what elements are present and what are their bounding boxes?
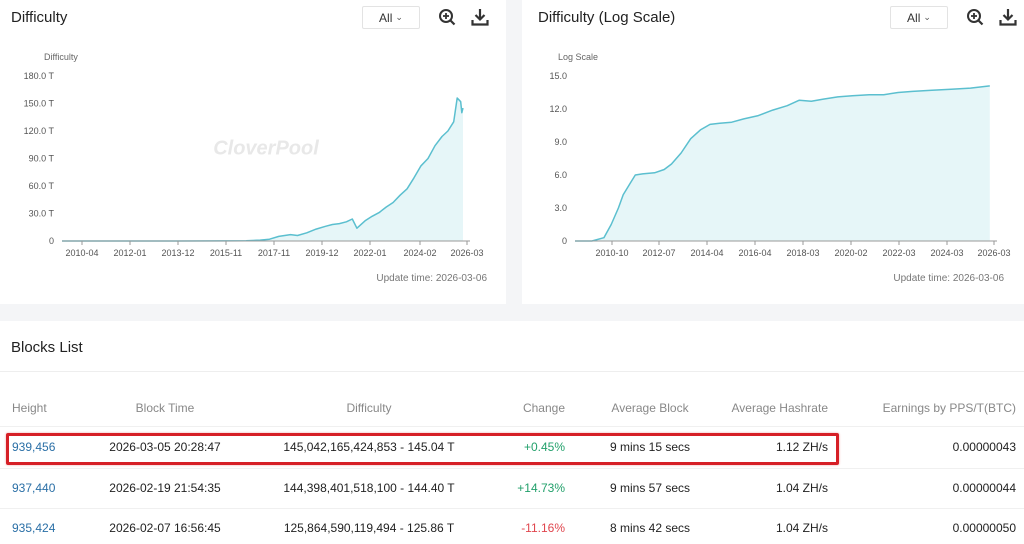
difficulty-log-chart: Log Scale03.06.09.012.015.0CloverPool201… bbox=[549, 52, 1010, 258]
y-tick-label: 150.0 T bbox=[24, 99, 55, 109]
blocks-list-card: Blocks List Height Block Time Difficulty… bbox=[0, 321, 1024, 544]
average-hashrate: 1.04 ZH/s bbox=[775, 481, 828, 495]
chevron-down-icon: ⌄ bbox=[923, 12, 931, 22]
block-height-link[interactable]: 935,424 bbox=[12, 521, 56, 535]
block-height-link[interactable]: 937,440 bbox=[12, 481, 56, 495]
series-line bbox=[575, 85, 990, 242]
range-select-value: All bbox=[907, 10, 921, 25]
average-hashrate: 1.12 ZH/s bbox=[775, 440, 828, 454]
y-tick-label: 0 bbox=[49, 236, 54, 246]
average-block-time: 9 mins 57 secs bbox=[609, 481, 691, 495]
y-tick-label: 6.0 bbox=[554, 170, 567, 180]
y-tick-label: 120.0 T bbox=[24, 126, 55, 136]
block-time: 2026-03-05 20:28:47 bbox=[109, 440, 221, 454]
x-tick-label: 2014-04 bbox=[690, 248, 723, 258]
earnings: 0.00000043 bbox=[952, 440, 1016, 454]
range-select[interactable]: All ⌄ bbox=[890, 6, 948, 29]
average-block-time: 8 mins 42 secs bbox=[609, 521, 691, 535]
y-tick-label: 30.0 T bbox=[29, 209, 55, 219]
average-block-time: 9 mins 15 secs bbox=[609, 440, 691, 454]
x-tick-label: 2010-04 bbox=[65, 248, 98, 258]
x-tick-label: 2013-12 bbox=[161, 248, 194, 258]
x-tick-label: 2020-02 bbox=[834, 248, 867, 258]
difficulty-chart: Difficulty 0 30.0 T 60.0 T 90.0 T 120.0 T 150.… bbox=[24, 52, 484, 258]
x-tick-label: 2024-03 bbox=[930, 248, 963, 258]
earnings: 0.00000044 bbox=[952, 481, 1016, 495]
x-tick-label: 2015-11 bbox=[210, 248, 242, 258]
series-area bbox=[62, 98, 463, 241]
block-time: 2026-02-07 16:56:45 bbox=[109, 521, 221, 535]
y-tick-label: 180.0 T bbox=[24, 71, 55, 81]
difficulty-change: +0.45% bbox=[523, 440, 565, 454]
x-tick-label: 2010-10 bbox=[595, 248, 628, 258]
x-tick-label: 2016-04 bbox=[738, 248, 771, 258]
table-row: 935,424 2026-02-07 16:56:45 125,864,590,… bbox=[0, 508, 1024, 544]
x-tick-label: 2012-01 bbox=[113, 248, 146, 258]
difficulty-change: -11.16% bbox=[521, 521, 565, 535]
y-tick-label: 15.0 bbox=[549, 71, 567, 81]
block-height-link[interactable]: 939,456 bbox=[12, 440, 56, 454]
chart-title: Difficulty (Log Scale) bbox=[538, 9, 676, 26]
earnings: 0.00000050 bbox=[952, 521, 1016, 535]
block-difficulty: 125,864,590,119,494 - 125.86 T bbox=[283, 521, 455, 535]
column-header-average-hashrate: Average Hashrate bbox=[731, 401, 828, 415]
download-icon[interactable] bbox=[999, 8, 1017, 26]
x-tick-label: 2026-03 bbox=[977, 248, 1010, 258]
x-tick-label: 2012-07 bbox=[642, 248, 675, 258]
table-row: 939,456 2026-03-05 20:28:47 145,042,165,… bbox=[0, 428, 1024, 466]
difficulty-change: +14.73% bbox=[517, 481, 565, 495]
y-axis-title: Log Scale bbox=[558, 52, 598, 62]
update-time: Update time: 2026-03-06 bbox=[893, 273, 1004, 284]
zoom-in-icon[interactable] bbox=[438, 8, 456, 26]
chart-title: Difficulty bbox=[11, 9, 68, 26]
difficulty-chart-card: Difficulty All ⌄ Difficulty 0 30.0 T 60.0 T… bbox=[0, 0, 506, 304]
zoom-in-icon[interactable] bbox=[966, 8, 984, 26]
block-difficulty: 144,398,401,518,100 - 144.40 T bbox=[283, 481, 455, 495]
difficulty-log-chart-card: Difficulty (Log Scale) All ⌄ Log Scale 0 3… bbox=[522, 0, 1024, 304]
range-select-value: All bbox=[379, 10, 393, 25]
update-time: Update time: 2026-03-06 bbox=[376, 273, 487, 284]
x-tick-label: 2019-12 bbox=[305, 248, 338, 258]
average-hashrate: 1.04 ZH/s bbox=[775, 521, 828, 535]
series-area bbox=[575, 85, 990, 242]
y-tick-label: 60.0 T bbox=[29, 181, 55, 191]
column-header-difficulty: Difficulty bbox=[346, 401, 392, 415]
x-tick-label: 2026-03 bbox=[450, 248, 483, 258]
x-tick-label: 2017-11 bbox=[258, 248, 290, 258]
y-tick-label: 12.0 bbox=[549, 104, 567, 114]
y-tick-label: 3.0 bbox=[554, 203, 567, 213]
x-tick-label: 2022-01 bbox=[353, 248, 386, 258]
range-select[interactable]: All ⌄ bbox=[362, 6, 420, 29]
x-tick-label: 2024-02 bbox=[403, 248, 436, 258]
series-line bbox=[62, 97, 464, 242]
block-difficulty: 145,042,165,424,853 - 145.04 T bbox=[283, 440, 455, 454]
y-tick-label: 90.0 T bbox=[29, 154, 55, 164]
table-header: Height Block Time Difficulty Change Aver… bbox=[0, 389, 1024, 427]
column-header-height: Height bbox=[12, 401, 47, 415]
chevron-down-icon: ⌄ bbox=[395, 12, 403, 22]
column-header-change: Change bbox=[522, 401, 565, 415]
y-tick-label: 0 bbox=[562, 236, 567, 246]
watermark: CloverPool bbox=[213, 138, 319, 160]
block-time: 2026-02-19 21:54:35 bbox=[109, 481, 221, 495]
table-row: 937,440 2026-02-19 21:54:35 144,398,401,… bbox=[0, 468, 1024, 506]
column-header-earnings: Earnings by PPS/T(BTC) bbox=[882, 401, 1016, 415]
x-tick-label: 2022-03 bbox=[882, 248, 915, 258]
y-tick-label: 9.0 bbox=[554, 137, 567, 147]
column-header-average-block: Average Block bbox=[611, 401, 689, 415]
y-axis-title: Difficulty bbox=[44, 52, 78, 62]
divider bbox=[0, 371, 1024, 372]
column-header-block-time: Block Time bbox=[135, 401, 195, 415]
x-tick-label: 2018-03 bbox=[786, 248, 819, 258]
download-icon[interactable] bbox=[471, 8, 489, 26]
blocks-list-title: Blocks List bbox=[11, 339, 83, 356]
